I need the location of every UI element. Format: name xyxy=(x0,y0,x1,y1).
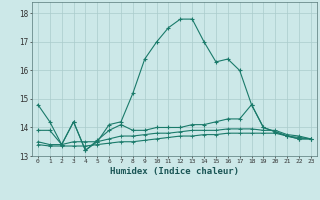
X-axis label: Humidex (Indice chaleur): Humidex (Indice chaleur) xyxy=(110,167,239,176)
